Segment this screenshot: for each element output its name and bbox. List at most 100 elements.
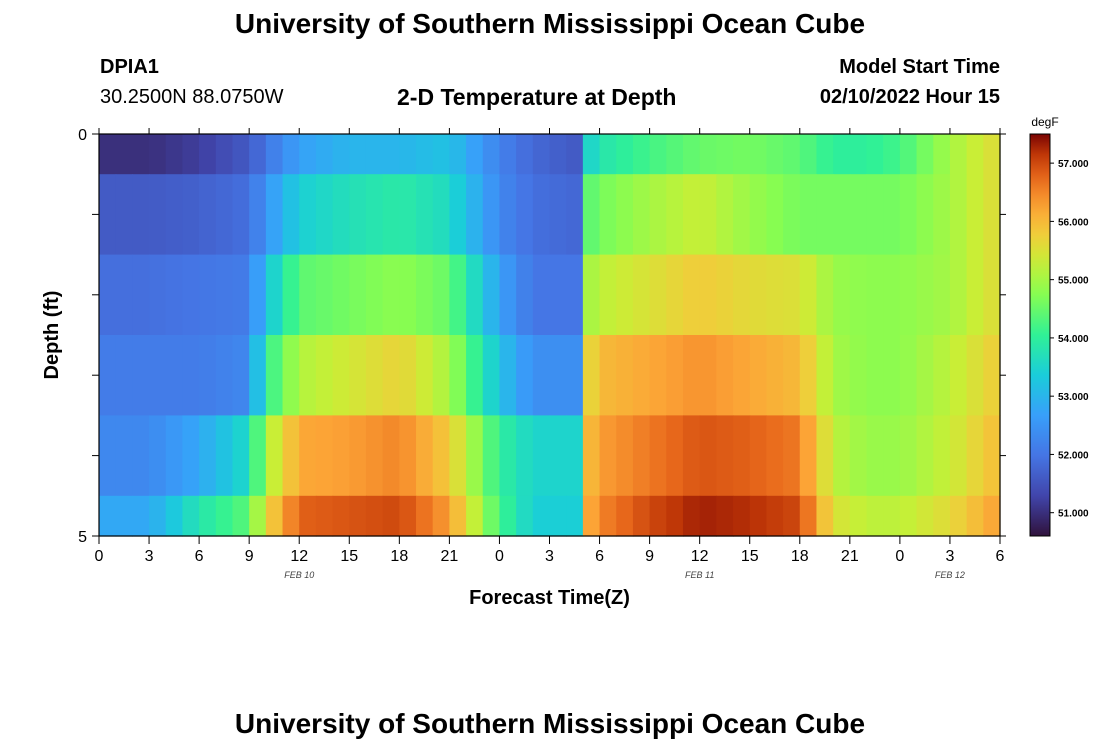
heatmap-cell	[165, 134, 184, 175]
heatmap-cell	[549, 254, 567, 336]
heatmap-cell	[966, 174, 984, 256]
heatmap-cell	[799, 495, 818, 537]
heatmap-cell	[516, 134, 534, 175]
x-tick-label: 15	[741, 548, 759, 565]
colorbar-tick-label: 55.000	[1058, 276, 1089, 287]
heatmap-cell	[632, 174, 651, 256]
heatmap-cell	[833, 254, 851, 336]
y-tick-label: 5	[78, 529, 87, 546]
heatmap-cell	[532, 495, 551, 537]
x-tick-label: 9	[645, 548, 654, 565]
x-tick-label: 21	[841, 548, 859, 565]
heatmap-cell	[365, 134, 384, 175]
heatmap-cell	[883, 174, 901, 256]
heatmap-cell	[716, 174, 734, 256]
station-id: DPIA1	[100, 56, 159, 78]
heatmap-cell	[682, 174, 701, 256]
heatmap-cell	[115, 415, 133, 497]
heatmap-cell	[749, 134, 768, 175]
heatmap-cell	[399, 174, 417, 256]
heatmap-cell	[332, 335, 350, 416]
heatmap-cell	[482, 254, 501, 336]
heatmap-cell	[215, 415, 234, 497]
heatmap-cell	[849, 174, 868, 256]
heatmap-cell	[432, 174, 450, 256]
heatmap-cell	[733, 174, 751, 256]
heatmap-cell	[199, 254, 217, 336]
heatmap-cell	[99, 134, 117, 175]
x-tick-label: 18	[390, 548, 408, 565]
heatmap-cell	[866, 174, 884, 256]
heatmap-cell	[115, 254, 133, 336]
heatmap-cell	[449, 335, 467, 416]
heatmap-cell	[783, 335, 801, 416]
date-label: FEB 11	[685, 570, 714, 580]
heatmap-cell	[149, 134, 167, 175]
heatmap-cell	[282, 495, 300, 537]
heatmap-cell	[132, 495, 150, 537]
colorbar: 57.000 56.000 55.000 54.000 53.000 52.000 51.0…	[1029, 115, 1089, 537]
heatmap-cell	[199, 335, 217, 416]
heatmap-cell	[466, 415, 484, 497]
heatmap-cell	[582, 335, 601, 416]
heatmap-cell	[916, 495, 934, 537]
model-start-label: Model Start Time	[839, 56, 1000, 78]
heatmap-cell	[416, 495, 434, 537]
heatmap-cell	[115, 174, 133, 256]
heatmap-cell	[783, 254, 801, 336]
heatmap-cell	[232, 415, 250, 497]
heatmap-cell	[666, 254, 684, 336]
colorbar-tick-label: 56.000	[1058, 217, 1089, 228]
heatmap-cell	[349, 134, 367, 175]
heatmap-cell	[482, 134, 501, 175]
heatmap-cell	[182, 254, 200, 336]
heatmap-cell	[516, 335, 534, 416]
heatmap-cell	[349, 415, 367, 497]
heatmap-cell	[849, 335, 868, 416]
heatmap-cell	[616, 174, 634, 256]
heatmap-cell	[566, 335, 584, 416]
x-tick-label: 0	[895, 548, 904, 565]
x-tick-label: 0	[495, 548, 504, 565]
heatmap-cell	[816, 495, 834, 537]
heatmap-cell	[99, 335, 117, 416]
heatmap-cell	[466, 254, 484, 336]
heatmap-cell	[315, 254, 334, 336]
heatmap-cell	[299, 335, 317, 416]
heatmap-cell	[666, 415, 684, 497]
heatmap-cell	[532, 254, 551, 336]
heatmap-cell	[582, 495, 601, 537]
heatmap-cell	[866, 134, 884, 175]
heatmap-cell	[816, 174, 834, 256]
heatmap-cell	[616, 335, 634, 416]
x-tick-label: 0	[95, 548, 104, 565]
heatmap-cell	[833, 134, 851, 175]
heatmap-cell	[432, 254, 450, 336]
heatmap-cell	[582, 254, 601, 336]
heatmap-cell	[182, 335, 200, 416]
heatmap-cell	[783, 415, 801, 497]
heatmap-cell	[466, 495, 484, 537]
heatmap-cell	[682, 134, 701, 175]
heatmap-cell	[833, 495, 851, 537]
heatmap-cell	[299, 495, 317, 537]
heatmap-cell	[265, 415, 284, 497]
heatmap-cell	[849, 495, 868, 537]
heatmap-cell	[416, 174, 434, 256]
heatmap-cell	[382, 134, 400, 175]
heatmap-cell	[232, 335, 250, 416]
heatmap-cell	[132, 254, 150, 336]
heatmap-cell	[783, 174, 801, 256]
heatmap-cell	[165, 174, 184, 256]
heatmap-cell	[349, 254, 367, 336]
heatmap-cell	[265, 495, 284, 537]
x-tick-label: 3	[145, 548, 154, 565]
heatmap-cell	[199, 415, 217, 497]
heatmap-cell	[949, 174, 968, 256]
heatmap-cell	[733, 254, 751, 336]
heatmap-cell	[699, 174, 717, 256]
heatmap-cell	[749, 415, 768, 497]
heatmap-cell	[933, 174, 951, 256]
heatmap-cell	[165, 335, 184, 416]
